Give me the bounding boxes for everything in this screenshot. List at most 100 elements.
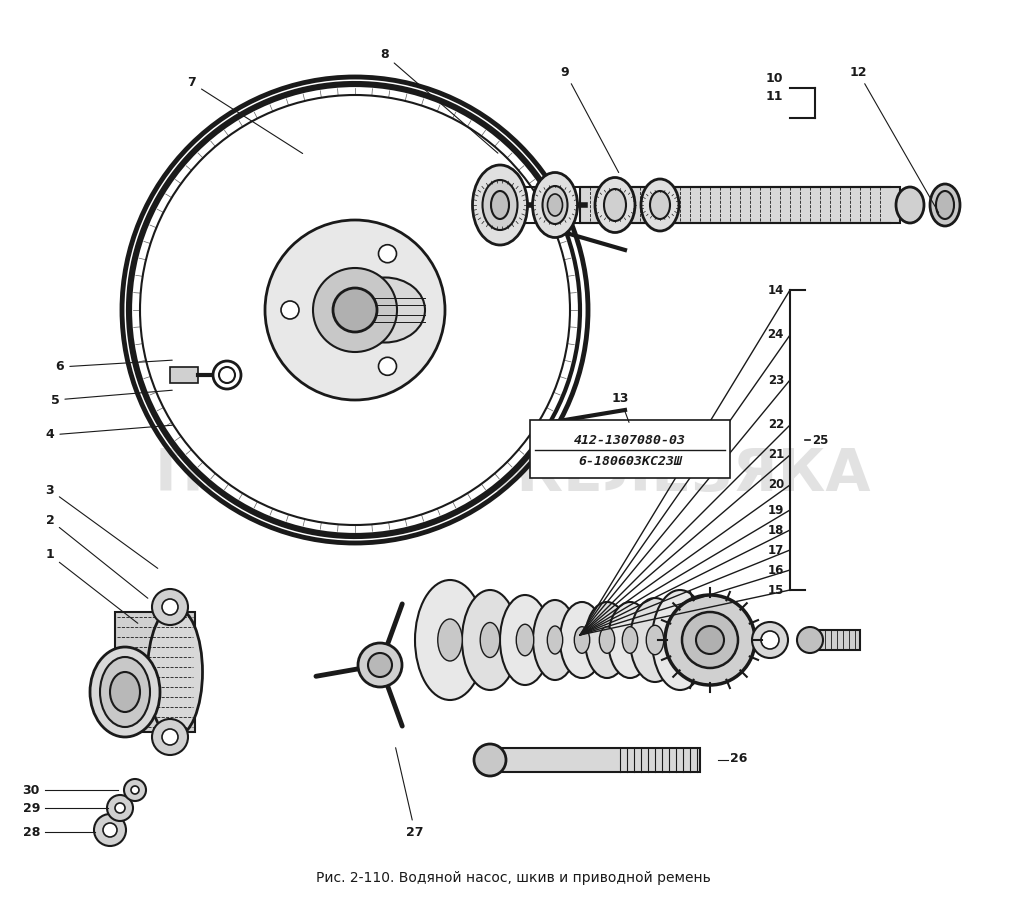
Circle shape xyxy=(368,653,392,677)
Ellipse shape xyxy=(608,602,652,678)
Circle shape xyxy=(103,823,117,837)
Ellipse shape xyxy=(483,180,518,230)
Ellipse shape xyxy=(500,595,550,685)
Ellipse shape xyxy=(604,189,626,221)
Text: 21: 21 xyxy=(768,448,784,461)
Ellipse shape xyxy=(585,602,629,678)
Text: 23: 23 xyxy=(768,373,784,387)
Ellipse shape xyxy=(671,622,690,658)
Bar xyxy=(170,367,198,383)
Ellipse shape xyxy=(415,580,485,700)
Circle shape xyxy=(115,803,125,813)
Circle shape xyxy=(152,719,188,755)
Ellipse shape xyxy=(622,627,638,653)
Ellipse shape xyxy=(533,600,577,680)
Circle shape xyxy=(162,599,178,615)
Circle shape xyxy=(682,612,738,668)
Circle shape xyxy=(474,744,506,776)
Ellipse shape xyxy=(345,277,425,342)
Text: 1: 1 xyxy=(45,548,138,623)
Circle shape xyxy=(265,220,445,400)
Ellipse shape xyxy=(481,622,500,658)
Circle shape xyxy=(379,357,396,375)
Text: 8: 8 xyxy=(381,49,498,153)
Bar xyxy=(115,612,195,732)
Circle shape xyxy=(358,643,402,687)
Text: 29: 29 xyxy=(23,802,40,814)
Text: 6-180603КС23Ш: 6-180603КС23Ш xyxy=(578,455,682,468)
Ellipse shape xyxy=(491,191,509,219)
Circle shape xyxy=(124,779,146,801)
Text: 30: 30 xyxy=(23,784,40,796)
Ellipse shape xyxy=(90,647,160,737)
Ellipse shape xyxy=(896,187,924,223)
Circle shape xyxy=(94,814,126,846)
Text: 5: 5 xyxy=(50,390,173,407)
Text: 4: 4 xyxy=(45,425,173,441)
Bar xyxy=(490,748,700,772)
Ellipse shape xyxy=(641,179,679,231)
Text: 16: 16 xyxy=(767,564,784,576)
Circle shape xyxy=(130,85,580,535)
Circle shape xyxy=(107,795,134,821)
Circle shape xyxy=(797,627,823,653)
Text: 11: 11 xyxy=(765,90,783,102)
Ellipse shape xyxy=(100,657,150,727)
Ellipse shape xyxy=(630,598,680,682)
Ellipse shape xyxy=(936,191,954,219)
Circle shape xyxy=(333,288,377,332)
Ellipse shape xyxy=(438,619,462,661)
Circle shape xyxy=(131,786,139,794)
Circle shape xyxy=(313,268,397,352)
Circle shape xyxy=(219,367,235,383)
Circle shape xyxy=(213,361,241,389)
Ellipse shape xyxy=(652,590,708,690)
Ellipse shape xyxy=(542,186,568,224)
Text: 15: 15 xyxy=(767,583,784,596)
Circle shape xyxy=(140,95,570,525)
Ellipse shape xyxy=(547,194,563,216)
Ellipse shape xyxy=(110,672,140,712)
Circle shape xyxy=(761,631,779,649)
Text: 2: 2 xyxy=(45,514,148,598)
Text: 12: 12 xyxy=(849,65,939,213)
Text: 13: 13 xyxy=(611,391,629,422)
Text: 7: 7 xyxy=(188,76,303,153)
Circle shape xyxy=(162,729,178,745)
Circle shape xyxy=(152,589,188,625)
Ellipse shape xyxy=(650,191,670,219)
Text: 19: 19 xyxy=(767,504,784,516)
Text: 28: 28 xyxy=(23,825,40,838)
Text: 14: 14 xyxy=(767,284,784,296)
Text: 412-1307080-03: 412-1307080-03 xyxy=(574,434,686,447)
Text: 20: 20 xyxy=(768,478,784,491)
Text: 24: 24 xyxy=(767,329,784,342)
Ellipse shape xyxy=(930,184,960,226)
Ellipse shape xyxy=(547,626,563,654)
Circle shape xyxy=(379,245,396,263)
Text: 27: 27 xyxy=(395,747,424,838)
Text: 22: 22 xyxy=(768,419,784,431)
Text: 6: 6 xyxy=(55,361,173,373)
Circle shape xyxy=(665,595,755,685)
Text: 18: 18 xyxy=(767,524,784,536)
Ellipse shape xyxy=(646,625,663,655)
Text: 25: 25 xyxy=(812,433,829,447)
Bar xyxy=(580,187,900,223)
Ellipse shape xyxy=(472,165,528,245)
Ellipse shape xyxy=(122,617,167,727)
Text: 9: 9 xyxy=(561,65,618,172)
Text: 26: 26 xyxy=(730,751,748,765)
Text: 10: 10 xyxy=(765,72,783,84)
Ellipse shape xyxy=(533,172,577,237)
Ellipse shape xyxy=(560,602,604,678)
Circle shape xyxy=(281,301,299,319)
Bar xyxy=(530,420,730,478)
Ellipse shape xyxy=(574,627,589,653)
Ellipse shape xyxy=(600,627,615,653)
Ellipse shape xyxy=(595,178,635,233)
Circle shape xyxy=(752,622,788,658)
Ellipse shape xyxy=(148,607,202,737)
Ellipse shape xyxy=(462,590,518,690)
Circle shape xyxy=(696,626,724,654)
